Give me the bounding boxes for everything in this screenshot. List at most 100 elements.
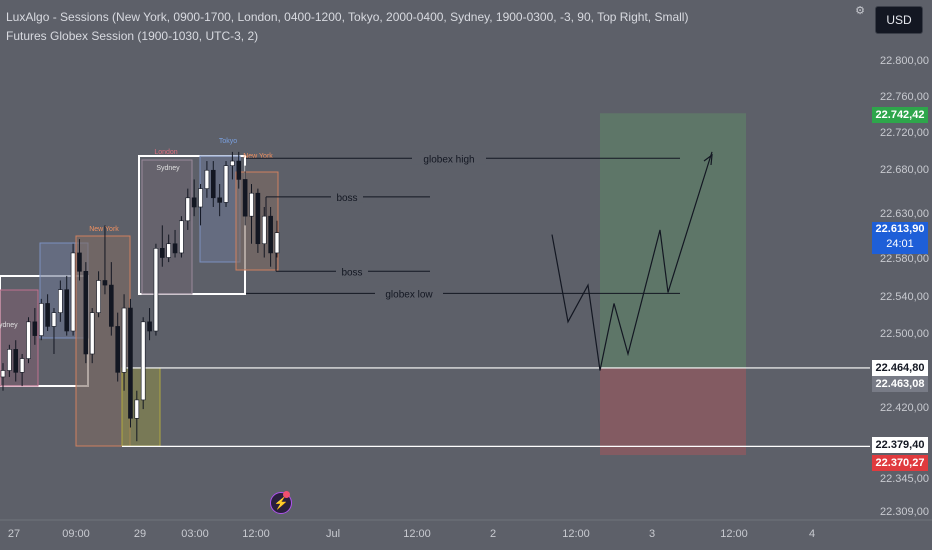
candle-body [13, 349, 19, 373]
candle-body [166, 243, 171, 258]
candle-body [45, 303, 50, 327]
candle-body [172, 243, 178, 254]
candle-body [236, 160, 242, 180]
candle-body [96, 280, 101, 313]
last-price-value: 22.613,90 [875, 223, 925, 235]
candle-body [153, 248, 159, 332]
y-tick-label: 22.800,00 [880, 55, 929, 67]
y-tick-label: 22.580,00 [880, 253, 929, 265]
candle-body [204, 169, 210, 189]
candle-body [242, 179, 248, 217]
candle-body [121, 307, 127, 373]
y-tick-label: 22.630,00 [880, 208, 929, 220]
candle-body [268, 215, 273, 254]
notification-dot [283, 491, 290, 498]
candle-body [70, 252, 76, 332]
x-tick-label: 12:00 [403, 528, 431, 540]
session-label: New York [89, 226, 119, 233]
x-tick-label: 03:00 [181, 528, 209, 540]
candle-body [89, 312, 95, 355]
candle-body [32, 321, 38, 336]
annotation-label-bg [375, 286, 443, 300]
indicator-legend-globex[interactable]: Futures Globex Session (1900-1030, UTC-3… [6, 29, 259, 43]
session-label: Tokyo [219, 138, 237, 145]
candle-body [217, 197, 222, 203]
y-tick-label: 22.420,00 [880, 402, 929, 414]
x-tick-label: 2 [490, 528, 496, 540]
projection-arrowhead [703, 153, 713, 166]
projection-path [551, 151, 713, 371]
x-tick-label: 4 [809, 528, 815, 540]
candle-body [64, 289, 70, 332]
candle-body [134, 399, 140, 419]
x-tick-label: 27 [8, 528, 20, 540]
indicator-legend-sessions[interactable]: LuxAlgo - Sessions (New York, 0900-1700,… [6, 10, 689, 24]
annotation-label: boss [341, 267, 362, 278]
price-tag-level-2: 22.463,08 [872, 376, 928, 392]
stop-zone [600, 367, 746, 456]
candle-body [77, 252, 82, 272]
candle-body [0, 370, 6, 378]
candle-body [51, 312, 57, 327]
countdown-value: 24:01 [886, 238, 914, 250]
x-tick-label: 12:00 [562, 528, 590, 540]
annotation-label-bg [412, 151, 486, 165]
price-tag-stop: 22.370,27 [872, 455, 928, 471]
candle-body [160, 248, 165, 258]
annotation-label-bg [336, 264, 368, 278]
price-tag-target: 22.742,42 [872, 107, 928, 123]
y-tick-label: 22.540,00 [880, 291, 929, 303]
candle-body [58, 289, 63, 313]
price-tag-level-3: 22.379,40 [872, 437, 928, 453]
candle-body [19, 358, 25, 373]
target-zone [600, 113, 746, 368]
candle-body [210, 169, 216, 199]
session-label: Sydney [156, 165, 180, 172]
candle-body [140, 321, 146, 401]
lightning-icon[interactable]: ⚡ [270, 492, 292, 514]
session-label: Sydney [0, 322, 18, 329]
candle-body [115, 326, 120, 373]
x-tick-label: 09:00 [62, 528, 90, 540]
annotation-label-bg [331, 189, 363, 203]
candle-body [109, 284, 114, 327]
session-label: London [154, 149, 177, 156]
candle-body [191, 197, 197, 208]
y-tick-label: 22.500,00 [880, 328, 929, 340]
session-sydney-2 [141, 159, 193, 295]
gear-icon[interactable]: ⚙ [855, 5, 865, 17]
y-tick-label: 22.309,00 [880, 506, 929, 518]
annotation-label: globex low [385, 289, 433, 300]
y-tick-label: 22.680,00 [880, 164, 929, 176]
candle-body [230, 160, 235, 166]
candle-body [147, 321, 152, 332]
candle-body [26, 321, 31, 359]
candle-body [102, 280, 108, 286]
candle-body [223, 165, 229, 203]
candle-body [255, 192, 261, 245]
candle-body [128, 307, 133, 419]
price-tag-level-1: 22.464,80 [872, 360, 928, 376]
x-tick-label: 29 [134, 528, 146, 540]
annotation-label: globex high [423, 154, 474, 165]
y-tick-label: 22.345,00 [880, 473, 929, 485]
candle-body [185, 197, 191, 222]
currency-button[interactable]: USD [875, 6, 923, 34]
candle-body [249, 192, 254, 217]
price-tag-last: 22.613,90 24:01 [872, 222, 928, 254]
annotation-label: boss [336, 193, 357, 204]
x-tick-label: 12:00 [242, 528, 270, 540]
candle-body [83, 270, 89, 355]
candle-body [261, 215, 267, 245]
candle-body [7, 349, 12, 371]
session-label: New York [243, 153, 273, 160]
y-tick-label: 22.720,00 [880, 127, 929, 139]
x-tick-label: 12:00 [720, 528, 748, 540]
candle-body [38, 303, 44, 336]
x-tick-label: Jul [326, 528, 340, 540]
candle-body [274, 232, 280, 254]
candle-body [198, 188, 203, 208]
y-tick-label: 22.760,00 [880, 91, 929, 103]
